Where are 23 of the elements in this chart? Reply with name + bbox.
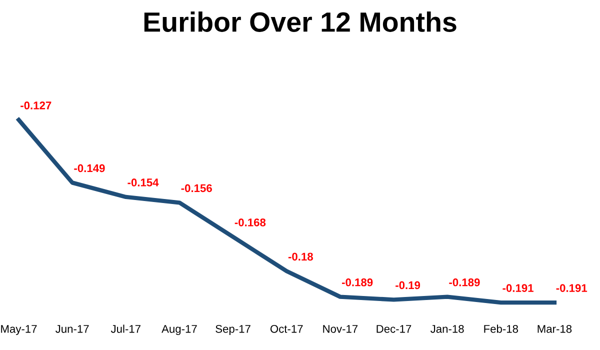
x-tick-label: Mar-18 [538,324,572,333]
data-label: -0.149 [74,164,105,172]
x-tick-label: Sep-17 [216,324,250,336]
data-label: -0.127 [20,102,52,110]
x-tick-label: Nov-17 [323,325,358,333]
data-label: -0.18 [288,252,313,261]
x-tick-label: Dec-17 [376,325,412,333]
data-label: -0.189 [449,278,480,286]
data-label: -0.19 [396,281,420,290]
x-tick-label: Oct-17 [270,324,303,333]
x-tick-label: Jun-17 [56,325,89,333]
data-label: -0.191 [502,284,534,292]
data-label: -0.168 [234,218,266,226]
data-label: -0.156 [181,184,212,192]
x-tick-label: Jul-17 [110,324,140,333]
data-label: -0.191 [556,284,588,292]
x-tick-label: May-17 [1,325,37,336]
chart-title: Euribor Over 12 Months [144,12,456,32]
x-tick-label: Feb-18 [484,324,518,333]
data-label: -0.189 [342,278,373,286]
x-tick-label: Jan-18 [430,324,464,333]
data-label: -0.154 [128,178,159,186]
x-tick-label: Aug-17 [162,325,197,336]
